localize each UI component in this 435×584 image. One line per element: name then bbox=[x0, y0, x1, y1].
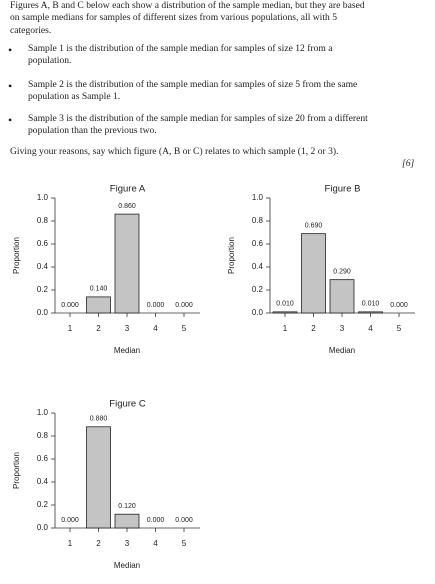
chart-title: Figure C bbox=[109, 399, 146, 410]
bullet: Sample 2 is the distribution of the samp… bbox=[28, 79, 358, 103]
y-tick-label: 0.4 bbox=[252, 262, 264, 271]
y-tick-label: 0.0 bbox=[37, 308, 49, 317]
x-tick-label: 1 bbox=[68, 324, 73, 333]
value-label: 0.000 bbox=[175, 302, 193, 309]
y-tick-label: 0.4 bbox=[37, 262, 49, 271]
y-tick-label: 0.6 bbox=[37, 454, 49, 463]
value-label: 0.010 bbox=[276, 301, 294, 308]
y-tick-label: 0.4 bbox=[37, 477, 49, 486]
y-tick-label: 0.8 bbox=[37, 431, 49, 440]
value-label: 0.000 bbox=[390, 302, 408, 309]
x-tick-label: 4 bbox=[153, 324, 158, 333]
x-tick-label: 3 bbox=[125, 324, 130, 333]
bullet-dot: • bbox=[8, 43, 13, 57]
x-tick-label: 4 bbox=[368, 324, 373, 333]
intro: Figures A, B and C below each show a dis… bbox=[10, 0, 365, 36]
y-tick-label: 1.0 bbox=[252, 193, 264, 202]
bar bbox=[86, 296, 111, 314]
value-label: 0.860 bbox=[118, 203, 136, 210]
x-axis-label: Median bbox=[114, 346, 140, 355]
y-tick-label: 0.6 bbox=[252, 239, 264, 248]
value-label: 0.000 bbox=[61, 517, 79, 524]
value-label: 0.010 bbox=[362, 301, 380, 308]
y-tick-label: 1.0 bbox=[37, 193, 49, 202]
x-tick-label: 3 bbox=[125, 539, 130, 548]
bullet-dot: • bbox=[8, 113, 13, 127]
bullet: Sample 3 is the distribution of the samp… bbox=[28, 113, 368, 137]
y-tick-label: 0.0 bbox=[37, 523, 49, 532]
bullet-dot: • bbox=[8, 79, 13, 93]
bar bbox=[358, 311, 383, 314]
x-tick-label: 5 bbox=[182, 539, 187, 548]
bar bbox=[329, 279, 355, 314]
x-tick-label: 2 bbox=[311, 324, 316, 333]
value-label: 0.120 bbox=[118, 503, 136, 510]
y-tick-label: 1.0 bbox=[37, 408, 49, 417]
y-tick-label: 0.2 bbox=[252, 285, 264, 294]
value-label: 0.000 bbox=[175, 517, 193, 524]
bar bbox=[301, 233, 326, 314]
y-tick-label: 0.2 bbox=[37, 285, 49, 294]
chart-title: Figure B bbox=[325, 184, 361, 195]
marks: [6] bbox=[402, 158, 415, 169]
y-tick-label: 0.0 bbox=[252, 308, 264, 317]
y-tick-label: 0.6 bbox=[37, 239, 49, 248]
bar bbox=[114, 213, 140, 314]
x-tick-label: 1 bbox=[68, 539, 73, 548]
x-tick-label: 3 bbox=[340, 324, 345, 333]
x-tick-label: 2 bbox=[96, 539, 101, 548]
x-tick-label: 5 bbox=[397, 324, 402, 333]
y-axis-label: Proportion bbox=[12, 452, 21, 489]
value-label: 0.140 bbox=[90, 286, 108, 293]
x-tick-label: 4 bbox=[153, 539, 158, 548]
value-label: 0.000 bbox=[147, 517, 165, 524]
prompt: Giving your reasons, say which figure (A… bbox=[10, 146, 339, 157]
x-axis-label: Median bbox=[329, 346, 355, 355]
bar bbox=[272, 311, 298, 314]
x-tick-label: 2 bbox=[96, 324, 101, 333]
value-label: 0.290 bbox=[333, 268, 351, 275]
bar bbox=[86, 426, 111, 529]
x-tick-label: 5 bbox=[182, 324, 187, 333]
bullet: Sample 1 is the distribution of the samp… bbox=[28, 43, 333, 67]
x-axis-label: Median bbox=[114, 561, 140, 570]
y-tick-label: 0.8 bbox=[252, 216, 264, 225]
y-tick-label: 0.2 bbox=[37, 500, 49, 509]
value-label: 0.000 bbox=[61, 302, 79, 309]
y-tick-label: 0.8 bbox=[37, 216, 49, 225]
chart-title: Figure A bbox=[110, 184, 146, 195]
bar bbox=[114, 513, 140, 529]
y-axis-label: Proportion bbox=[12, 237, 21, 274]
value-label: 0.690 bbox=[305, 222, 323, 229]
value-label: 0.000 bbox=[147, 302, 165, 309]
value-label: 0.880 bbox=[90, 416, 108, 423]
y-axis-label: Proportion bbox=[227, 237, 236, 274]
x-tick-label: 1 bbox=[283, 324, 288, 333]
